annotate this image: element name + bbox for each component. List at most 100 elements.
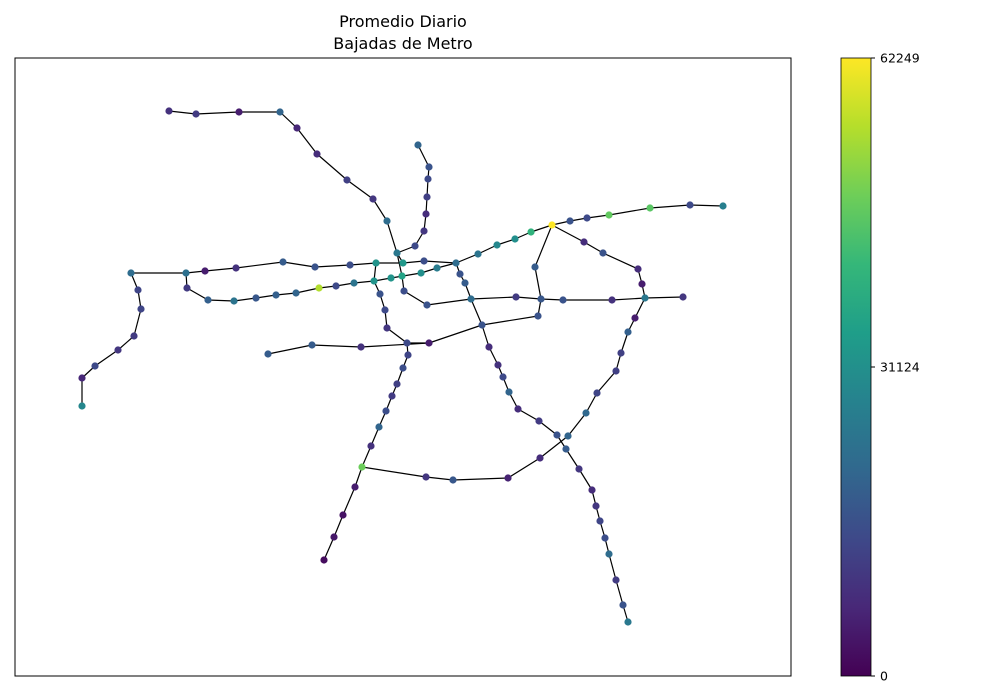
station-node [372,259,380,267]
station-node [536,454,544,462]
station-node [566,217,574,225]
station-node [593,389,601,397]
station-node [619,601,627,609]
station-node [320,556,328,564]
station-node [279,258,287,266]
station-node [631,314,639,322]
network-edge [470,298,483,326]
chart-subtitle: Bajadas de Metro [333,34,473,53]
station-node [559,296,567,304]
network-edge [620,331,629,354]
station-node [165,107,173,115]
network-edge [481,324,490,348]
station-node [638,280,646,288]
network-edge [195,111,240,115]
station-node [504,474,512,482]
network-edge [517,408,540,422]
station-node [564,432,572,440]
station-node [478,321,486,329]
station-node [505,388,513,396]
station-node [686,201,694,209]
network-edge [282,261,316,268]
network-edge [551,224,585,243]
station-node [382,407,390,415]
network-edge [396,252,403,277]
station-node [276,108,284,116]
station-node [646,204,654,212]
station-node [420,227,428,235]
network-edge [538,420,558,436]
network-edge [342,486,356,516]
station-node [624,618,632,626]
colorbar-tick-label: 31124 [880,360,920,375]
chart-title: Promedio Diario [339,12,467,31]
station-node [420,257,428,265]
station-node [383,217,391,225]
network-edge [233,297,257,302]
network-edge [360,342,430,348]
station-node [272,291,280,299]
station-node [343,176,351,184]
station-node [400,287,408,295]
network-edge [540,298,564,301]
station-node [381,306,389,314]
station-node [580,238,588,246]
station-node [433,264,441,272]
station-node [596,517,604,525]
network-edge [333,514,344,538]
station-node [311,263,319,271]
station-node [449,476,457,484]
network-edge [530,224,553,233]
station-node [617,349,625,357]
station-node [562,445,570,453]
station-node [332,282,340,290]
station-node [204,296,212,304]
network-edge [426,298,472,306]
station-node [679,293,687,301]
station-node [393,249,401,257]
station-node [425,163,433,171]
network-edge [235,261,284,269]
station-node [375,423,383,431]
network-edge [133,308,142,337]
colorbar-ticks: 0 31124 62249 [871,51,920,684]
network-edge [470,296,517,300]
network-edge [515,296,542,300]
network-edge [267,344,313,355]
station-node [134,286,142,294]
station-node [534,312,542,320]
network-edge [417,144,430,168]
network-edge [534,224,553,268]
station-node [575,465,583,473]
station-node [612,576,620,584]
station-node [399,259,407,267]
station-node [512,293,520,301]
network-edge [507,457,541,479]
station-node [376,290,384,298]
network-edge [346,179,374,200]
station-node [404,351,412,359]
station-node [308,341,316,349]
station-node [252,294,260,302]
station-node [330,533,338,541]
station-node [264,350,272,358]
network-edge [361,466,427,478]
station-node [605,550,613,558]
station-node [474,250,482,258]
station-node [494,361,502,369]
network-edge [311,344,362,348]
station-node [605,211,613,219]
station-node [383,324,391,332]
network-edge [403,290,428,306]
network-edge [578,468,593,491]
station-node [192,110,200,118]
station-node [588,486,596,494]
station-node [235,108,243,116]
station-node [351,483,359,491]
station-node [608,296,616,304]
station-node [499,373,507,381]
station-node [230,297,238,305]
station-node [399,364,407,372]
station-node [293,124,301,132]
colorbar-tick-label: 62249 [880,51,920,66]
